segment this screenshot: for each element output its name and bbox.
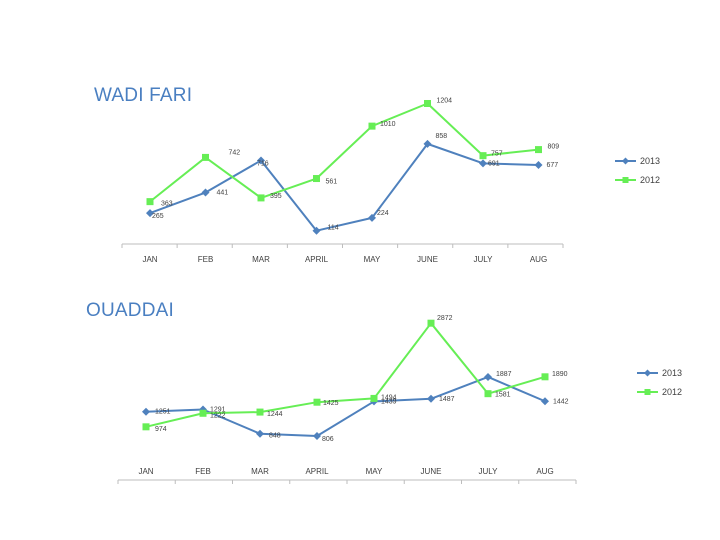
data-point-2012 <box>142 423 150 431</box>
x-tick-label: JULY <box>474 255 494 264</box>
x-tick-label: JUNE <box>417 255 438 264</box>
data-label-2012: 809 <box>548 144 560 151</box>
series-line-2012 <box>149 102 539 203</box>
data-label-2012: 1581 <box>495 392 511 399</box>
data-point-2012 <box>535 146 542 154</box>
data-label-2012: 1494 <box>381 394 397 401</box>
legend-label-2013: 2013 <box>640 156 660 166</box>
data-point-2013 <box>479 159 487 168</box>
data-label-2012: 2872 <box>437 315 453 322</box>
data-label-2013: 1251 <box>155 409 171 416</box>
data-point-2013 <box>142 407 150 416</box>
data-label-2013: 691 <box>488 160 500 167</box>
legend-marker-2013 <box>622 157 629 165</box>
data-point-2013 <box>368 213 376 222</box>
data-point-2013 <box>534 160 543 169</box>
legend-label-2012: 2012 <box>662 387 682 397</box>
data-point-2012 <box>368 122 376 130</box>
legend-marker-2013 <box>644 369 651 377</box>
x-tick-label: MAY <box>366 467 383 476</box>
data-label-2012: 742 <box>229 149 241 156</box>
x-tick-label: MAR <box>252 255 270 264</box>
data-point-2013 <box>146 209 154 218</box>
data-point-2013 <box>427 394 435 403</box>
x-tick-label: JAN <box>138 467 153 476</box>
data-label-2013: 1887 <box>496 371 512 378</box>
data-label-2012: 757 <box>491 151 503 158</box>
x-tick-label: AUG <box>536 467 553 476</box>
data-point-2012 <box>541 373 549 381</box>
legend-label-2012: 2012 <box>640 175 660 185</box>
data-point-2012 <box>484 390 492 398</box>
series-line-2013 <box>149 142 539 232</box>
data-label-2012: 974 <box>155 426 167 433</box>
data-label-2012: 1890 <box>552 371 568 378</box>
chart-title-wadi-fari: WADI FARI <box>94 85 193 106</box>
data-label-2012: 1222 <box>210 412 226 419</box>
x-tick-label: APRIL <box>305 255 329 264</box>
data-point-2013 <box>484 372 492 381</box>
data-label-2013: 265 <box>152 213 164 220</box>
data-point-2013 <box>313 431 321 440</box>
data-point-2012 <box>202 153 209 161</box>
data-label-2013: 806 <box>322 436 334 443</box>
data-label-2012: 363 <box>161 201 173 208</box>
data-point-2012 <box>479 152 487 160</box>
data-point-2012 <box>257 194 265 202</box>
data-point-2012 <box>313 398 321 406</box>
data-point-2012 <box>427 319 435 327</box>
data-point-2012 <box>199 409 207 417</box>
legend-label-2013: 2013 <box>662 368 682 378</box>
data-label-2013: 1487 <box>439 396 455 403</box>
data-point-2013 <box>312 226 321 235</box>
data-label-2012: 1204 <box>437 97 453 104</box>
data-point-2012 <box>256 408 264 416</box>
data-label-2013: 677 <box>547 162 559 169</box>
data-label-2013: 224 <box>377 210 389 217</box>
x-tick-label: FEB <box>198 255 214 264</box>
x-tick-label: MAR <box>251 467 269 476</box>
data-label-2013: 848 <box>269 433 281 440</box>
x-tick-label: JUNE <box>421 467 442 476</box>
x-tick-label: MAY <box>364 255 381 264</box>
x-tick-label: AUG <box>530 255 547 264</box>
x-tick-label: JULY <box>479 467 499 476</box>
data-point-2012 <box>370 394 378 402</box>
data-point-2012 <box>146 198 154 206</box>
data-label-2013: 441 <box>217 190 229 197</box>
data-label-2013: 1439 <box>381 398 397 405</box>
legend-marker-2012 <box>644 389 651 395</box>
data-point-2013 <box>201 188 210 197</box>
data-point-2012 <box>313 175 320 183</box>
data-label-2013: 858 <box>436 133 448 140</box>
data-label-2013: 1291 <box>210 407 226 414</box>
x-tick-label: JAN <box>142 255 157 264</box>
data-label-2013: 716 <box>257 160 269 167</box>
data-point-2013 <box>423 139 432 148</box>
data-label-2012: 561 <box>326 179 338 186</box>
chart-title-ouaddai: OUADDAI <box>86 300 174 321</box>
data-point-2013 <box>541 397 549 406</box>
data-point-2012 <box>424 99 431 107</box>
data-label-2012: 1010 <box>380 121 396 128</box>
data-label-2012: 395 <box>270 193 282 200</box>
x-tick-label: APRIL <box>305 467 329 476</box>
data-point-2013 <box>256 429 264 438</box>
legend-marker-2012 <box>622 177 629 183</box>
x-tick-label: FEB <box>195 467 211 476</box>
series-line-2013 <box>145 375 546 437</box>
series-line-2012 <box>145 322 546 428</box>
data-point-2013 <box>257 156 265 165</box>
data-label-2012: 1244 <box>267 411 283 418</box>
data-label-2012: 1425 <box>323 400 339 407</box>
data-label-2013: 1442 <box>553 398 569 405</box>
data-label-2013: 114 <box>328 225 339 232</box>
